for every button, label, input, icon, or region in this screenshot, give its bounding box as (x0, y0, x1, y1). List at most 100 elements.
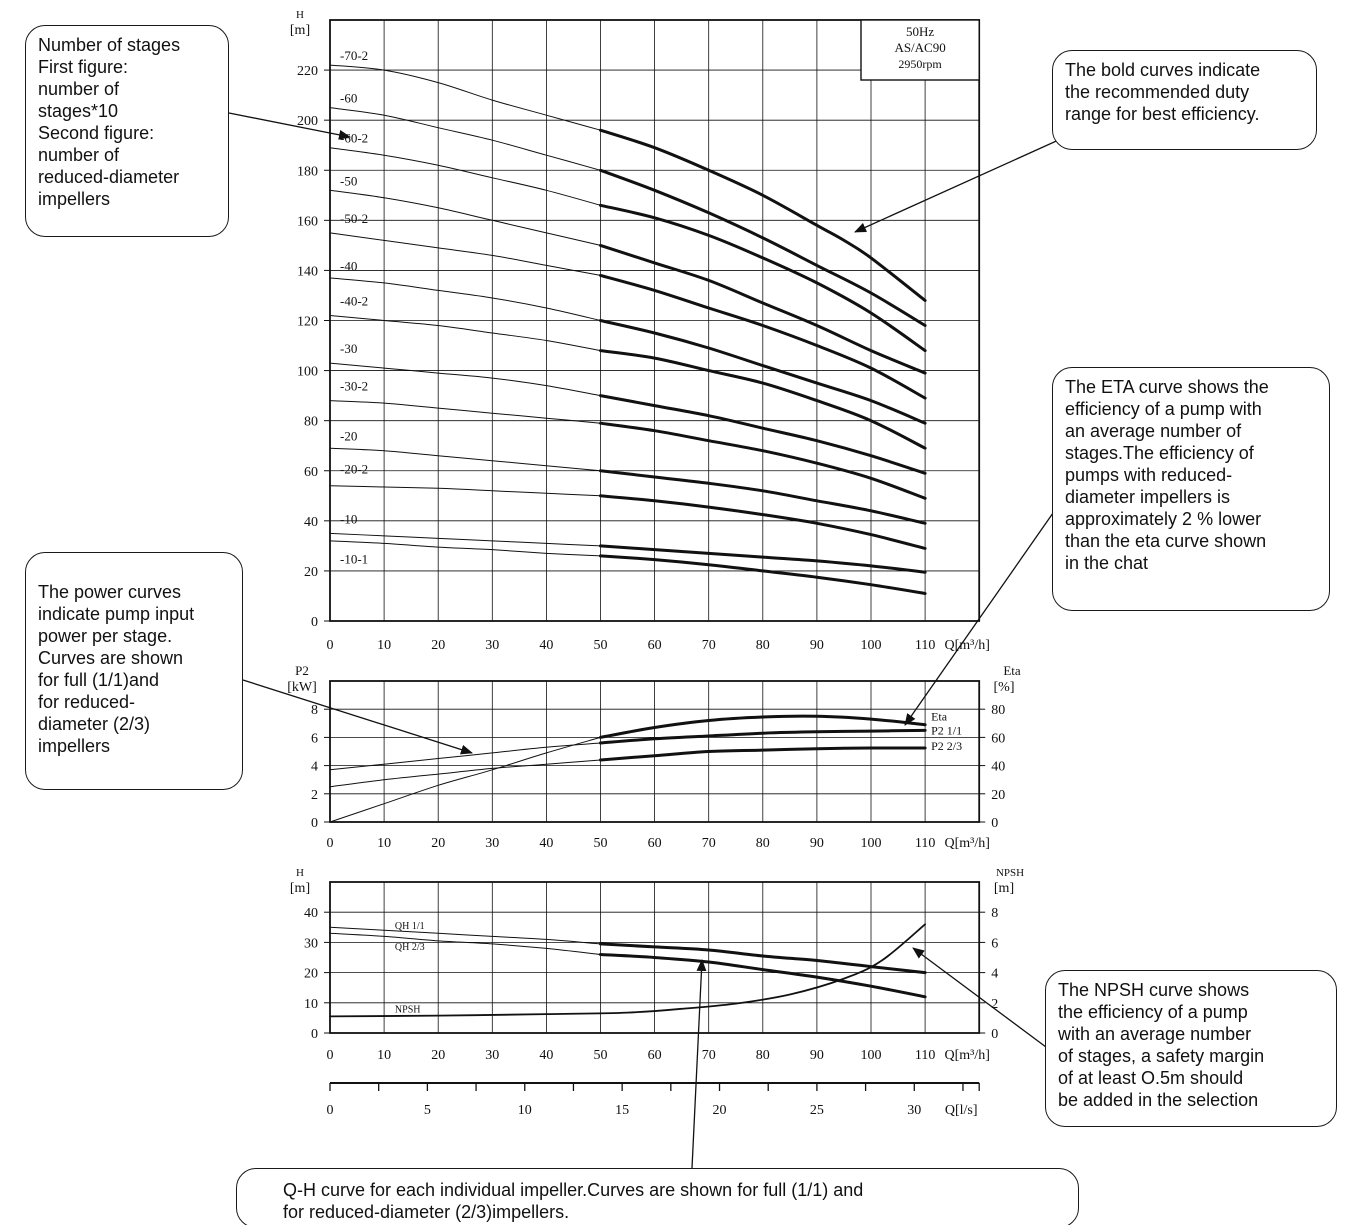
series-label: -50 (340, 173, 357, 188)
curve-thin-QH-2-3 (329, 932, 601, 955)
x-tick-label: 60 (648, 1048, 662, 1063)
x-tick-label: 50 (594, 836, 608, 851)
y-tick-label: 80 (304, 415, 318, 430)
x-tick-label: 30 (485, 1048, 499, 1063)
y-tick-label-right: 60 (991, 731, 1005, 746)
y-tick-label: 160 (297, 214, 318, 229)
note-line: be added in the selection (1058, 1090, 1259, 1110)
y-tick-label: 0 (311, 816, 318, 831)
x-tick-label: 100 (861, 836, 882, 851)
x-tick-label: 30 (485, 638, 499, 653)
x-tick-label: 0 (327, 1048, 334, 1063)
y-tick-label: 100 (297, 365, 318, 380)
y-tick-label: 180 (297, 164, 318, 179)
curve-bold-60 (599, 168, 927, 327)
x-axis-label: Q[m³/h] (944, 1048, 989, 1063)
curve-bold-70-2 (599, 128, 927, 302)
y-tick-label: 20 (304, 967, 318, 982)
series-label: -10 (340, 511, 357, 526)
note-line: number of (38, 145, 120, 165)
curve-bold-40-2 (599, 349, 927, 450)
x-axis-label: Q[m³/h] (944, 638, 989, 653)
curve-thin-50 (329, 189, 601, 246)
y-axis-label: H (296, 867, 304, 879)
y-tick-label-right: 20 (991, 788, 1005, 803)
curve-thin-Eta (329, 736, 601, 823)
x-tick-label: 70 (702, 1048, 716, 1063)
curve-thin-20-2 (329, 485, 601, 497)
series-label: -60-2 (340, 131, 368, 146)
x-tick-label: 60 (648, 638, 662, 653)
curve-thin-70-2 (329, 64, 601, 131)
legend-box (860, 19, 980, 81)
curve-thin-P2-2-3 (329, 759, 601, 788)
series-label: P2 1/1 (931, 724, 962, 738)
curve-thin-40 (329, 277, 601, 321)
series-label: -20-2 (340, 461, 368, 476)
note-line: the efficiency of a pump (1058, 1002, 1248, 1022)
x-tick-label: 30 (485, 836, 499, 851)
series-label: QH 1/1 (395, 921, 425, 932)
leader-qh (691, 959, 707, 1169)
note-number-of-stages: Number of stages First figure: number of st… (25, 25, 229, 237)
note-line: The NPSH curve shows (1058, 980, 1250, 1000)
note-line: The ETA curve shows the (1065, 377, 1269, 397)
leader-power (242, 679, 473, 755)
plot-frame-npsh (329, 881, 981, 1034)
note-line: First figure: (38, 57, 129, 77)
y-axis-unit: [kW] (287, 680, 317, 695)
plot-frame-h (329, 19, 981, 622)
note-line: range for best efficiency. (1065, 104, 1260, 124)
y-tick-label: 8 (311, 703, 318, 718)
curve-bold-Eta (599, 714, 927, 739)
note-line: of at least O.5m should (1058, 1068, 1244, 1088)
series-label: -60 (340, 91, 357, 106)
y-tick-label: 0 (311, 1027, 318, 1042)
secondary-x-tick-label: 25 (810, 1103, 824, 1118)
x-tick-label: 110 (915, 836, 935, 851)
note-line: of stages, a safety margin (1058, 1046, 1265, 1066)
y-tick-label: 40 (304, 515, 318, 530)
x-tick-label: 20 (431, 1048, 445, 1063)
curve-thin-30-2 (329, 400, 601, 424)
series-label: -20 (340, 429, 357, 444)
note-line: diameter (2/3) (38, 714, 151, 734)
plot-frame-power (329, 680, 981, 823)
x-tick-label: 50 (594, 638, 608, 653)
curve-bold-P2-1-1 (599, 728, 927, 745)
secondary-x-tick-label: 20 (713, 1103, 727, 1118)
curve-bold-20 (599, 469, 927, 525)
y-axis-unit-right: [m] (994, 881, 1014, 896)
x-tick-label: 90 (810, 836, 824, 851)
series-label: -70-2 (340, 48, 368, 63)
note-line: pumps with reduced- (1065, 465, 1233, 485)
y-tick-label: 20 (304, 565, 318, 580)
series-label: -30 (340, 341, 357, 356)
leader-npsh (912, 947, 1051, 1051)
y-axis-label: P2 (295, 663, 309, 678)
curve-bold-10-1 (599, 554, 927, 595)
note-line: impellers (38, 189, 111, 209)
series-label: NPSH (395, 1005, 421, 1016)
x-tick-label: 50 (594, 1048, 608, 1063)
curve-bold-60-2 (599, 203, 927, 353)
curve-thin-10 (329, 532, 601, 547)
x-tick-label: 100 (861, 638, 882, 653)
y-tick-label-right: 0 (991, 816, 998, 831)
series-label: P2 2/3 (931, 739, 962, 753)
y-axis-label: H (296, 9, 304, 21)
curve-thin-60-2 (329, 147, 601, 206)
x-tick-label: 90 (810, 1048, 824, 1063)
y-tick-label: 60 (304, 465, 318, 480)
secondary-x-tick-label: 30 (907, 1103, 921, 1118)
y-axis-label-right: Eta (1003, 663, 1021, 678)
series-label: QH 2/3 (395, 942, 425, 953)
note-qh-curve: Q-H curve for each individual impeller.C… (236, 1168, 1079, 1225)
y-tick-label: 120 (297, 315, 318, 330)
leader-stages (228, 112, 351, 140)
note-line: Curves are shown (38, 648, 184, 668)
y-tick-label-right: 40 (991, 760, 1005, 775)
x-tick-label: 10 (377, 638, 391, 653)
